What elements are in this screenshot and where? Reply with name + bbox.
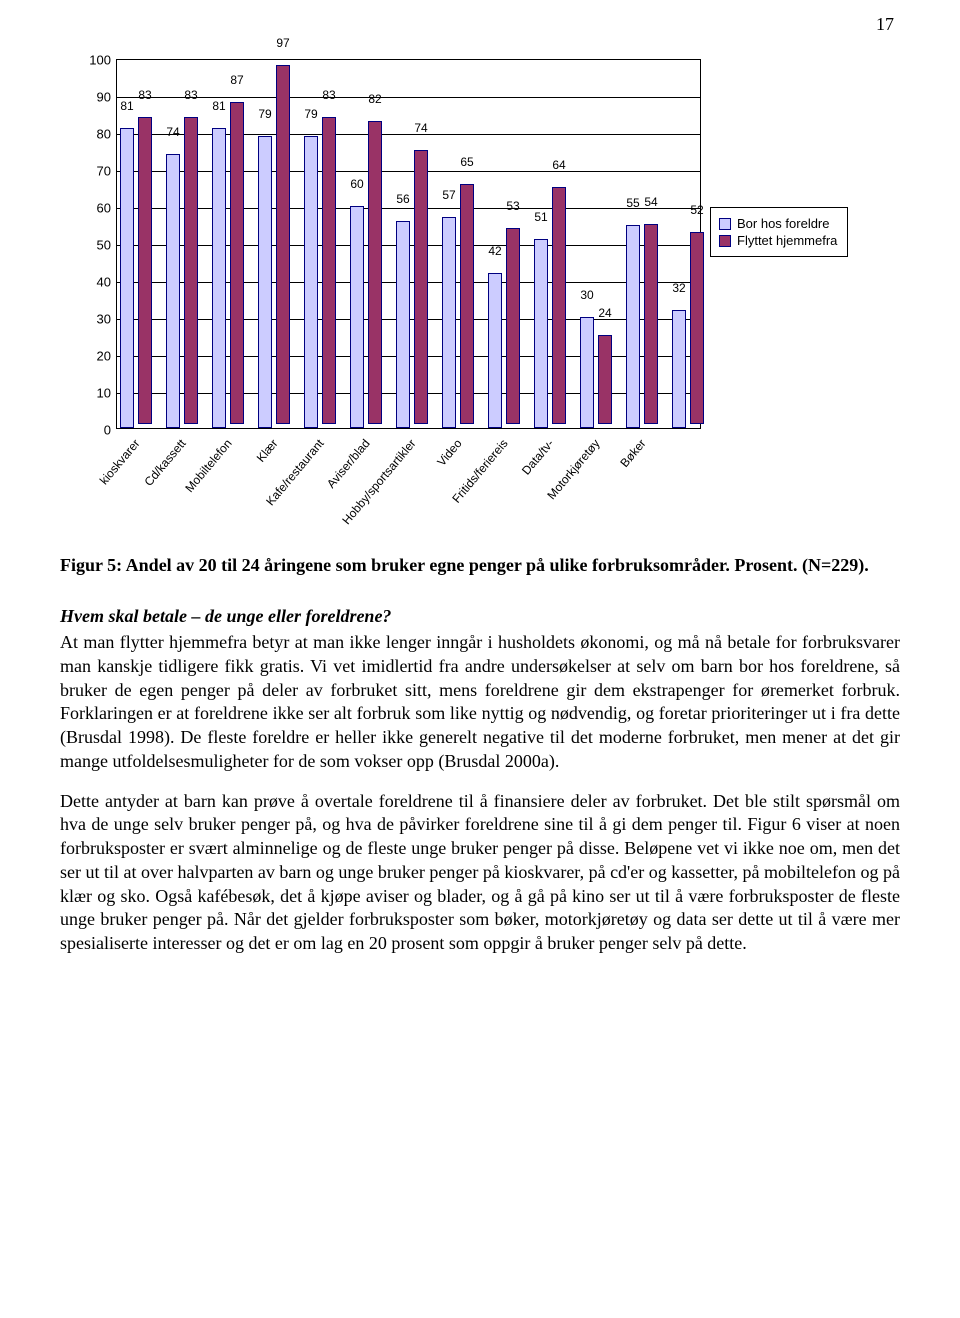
bar	[690, 232, 704, 424]
bar	[322, 117, 336, 424]
bar-value-label: 97	[269, 36, 297, 50]
category-label: kioskvarer	[97, 436, 143, 487]
bar	[626, 225, 640, 429]
bar-value-label: 54	[637, 195, 665, 209]
bar	[166, 154, 180, 428]
gridline	[117, 171, 700, 172]
bar	[552, 187, 566, 424]
bar-value-label: 79	[297, 107, 325, 121]
y-tick-label: 30	[97, 312, 117, 327]
y-tick-label: 50	[97, 238, 117, 253]
bar-value-label: 65	[453, 155, 481, 169]
category-label: Data/tv-	[519, 436, 557, 477]
bar	[120, 128, 134, 428]
paragraph: Dette antyder at barn kan prøve å overta…	[60, 790, 900, 956]
bar-value-label: 64	[545, 158, 573, 172]
bar	[212, 128, 226, 428]
bar-value-label: 53	[499, 199, 527, 213]
section-subhead: Hvem skal betale – de unge eller foreldr…	[60, 606, 900, 627]
bar-value-label: 82	[361, 92, 389, 106]
legend-swatch	[719, 235, 731, 247]
bar-value-label: 60	[343, 177, 371, 191]
bar	[460, 184, 474, 425]
bar-value-label: 83	[131, 88, 159, 102]
bar-value-label: 51	[527, 210, 555, 224]
bar-chart: 0102030405060708090100818374838187799779…	[68, 51, 888, 531]
category-label: Video	[434, 436, 464, 468]
bar	[276, 65, 290, 424]
bar-value-label: 57	[435, 188, 463, 202]
paragraph: At man flytter hjemmefra betyr at man ik…	[60, 631, 900, 774]
bar-value-label: 74	[407, 121, 435, 135]
category-label: Bøker	[617, 436, 648, 470]
category-label: Mobiltelefon	[182, 436, 234, 495]
legend-label: Bor hos foreldre	[737, 216, 830, 231]
legend-item: Flyttet hjemmefra	[719, 233, 837, 248]
bar-value-label: 83	[315, 88, 343, 102]
bar	[396, 221, 410, 428]
bar-value-label: 42	[481, 244, 509, 258]
bar-value-label: 81	[205, 99, 233, 113]
bar-value-label: 56	[389, 192, 417, 206]
figure-caption: Figur 5: Andel av 20 til 24 åringene som…	[60, 555, 900, 576]
bar	[644, 224, 658, 424]
bar-value-label: 52	[683, 203, 711, 217]
bar	[672, 310, 686, 428]
y-tick-label: 0	[104, 423, 117, 438]
bar-value-label: 24	[591, 306, 619, 320]
bar	[304, 136, 318, 428]
bar	[350, 206, 364, 428]
gridline	[117, 208, 700, 209]
bar-value-label: 87	[223, 73, 251, 87]
category-label: Cd/kassett	[141, 436, 188, 488]
legend: Bor hos foreldre Flyttet hjemmefra	[710, 207, 848, 257]
y-tick-label: 40	[97, 275, 117, 290]
bar	[258, 136, 272, 428]
bar	[534, 239, 548, 428]
y-tick-label: 80	[97, 127, 117, 142]
bar-value-label: 74	[159, 125, 187, 139]
y-tick-label: 70	[97, 164, 117, 179]
bar	[580, 317, 594, 428]
bar	[184, 117, 198, 424]
bar-value-label: 32	[665, 281, 693, 295]
bar	[414, 150, 428, 424]
legend-item: Bor hos foreldre	[719, 216, 837, 231]
bar-value-label: 83	[177, 88, 205, 102]
bar	[442, 217, 456, 428]
bar	[506, 228, 520, 424]
y-tick-label: 100	[89, 53, 117, 68]
plot-area: 0102030405060708090100818374838187799779…	[116, 59, 701, 429]
legend-label: Flyttet hjemmefra	[737, 233, 837, 248]
category-label: Klær	[254, 436, 281, 464]
y-tick-label: 20	[97, 349, 117, 364]
legend-swatch	[719, 218, 731, 230]
bar	[368, 121, 382, 424]
page-number: 17	[60, 0, 900, 43]
bar	[598, 335, 612, 424]
y-tick-label: 60	[97, 201, 117, 216]
bar	[230, 102, 244, 424]
bar	[138, 117, 152, 424]
category-label: Aviser/blad	[324, 436, 373, 490]
bar-value-label: 79	[251, 107, 279, 121]
bar-value-label: 30	[573, 288, 601, 302]
bar	[488, 273, 502, 428]
y-tick-label: 10	[97, 386, 117, 401]
